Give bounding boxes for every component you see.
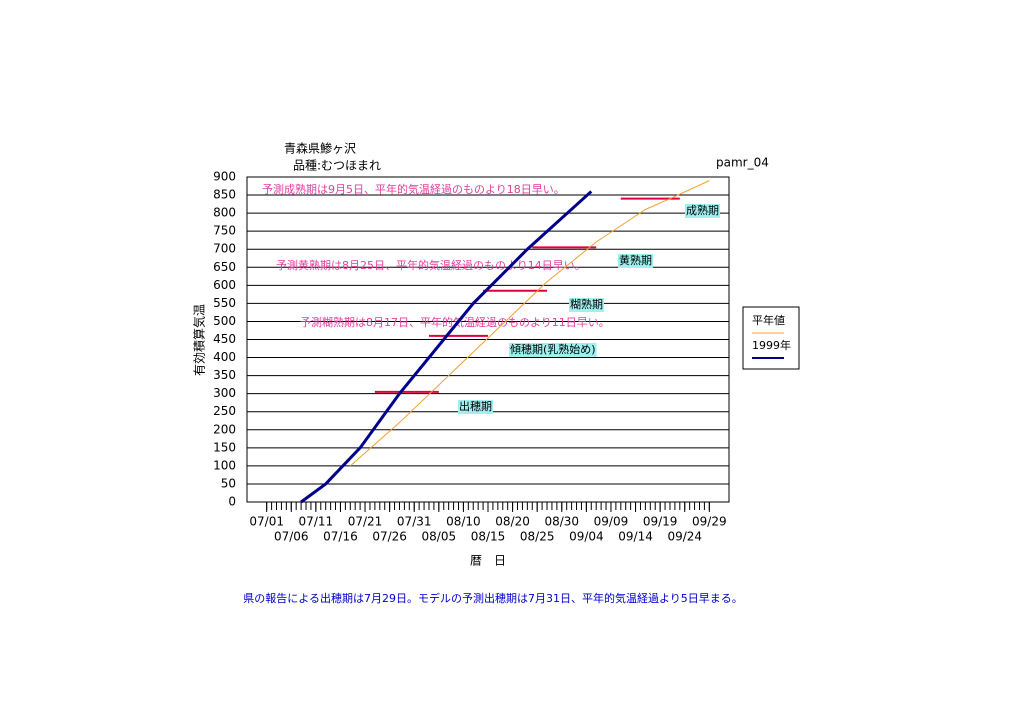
chart-title: 青森県鯵ヶ沢 (284, 141, 356, 156)
y-tick-label: 200 (213, 422, 236, 436)
x-tick-label: 07/16 (323, 530, 358, 544)
stage-label: 糊熟期 (570, 297, 603, 311)
y-tick-label: 450 (213, 332, 236, 346)
x-tick-label: 07/21 (348, 515, 383, 529)
x-tick-label: 09/14 (618, 530, 653, 544)
prediction-note: 予測糊熟期は8月17日、平年的気温経過のものより11日早い。 (300, 315, 610, 329)
x-tick-label: 09/29 (692, 515, 727, 529)
y-tick-label: 150 (213, 440, 236, 454)
x-tick-label: 07/26 (372, 530, 407, 544)
y-tick-label: 250 (213, 404, 236, 418)
y-tick-label: 700 (213, 242, 236, 256)
x-tick-label: 08/30 (544, 515, 579, 529)
stage-label: 成熟期 (686, 203, 719, 217)
y-tick-label: 400 (213, 350, 236, 364)
y-tick-label: 50 (221, 476, 236, 490)
y-tick-label: 550 (213, 296, 236, 310)
x-tick-label: 07/11 (299, 515, 334, 529)
x-tick-label: 07/31 (397, 515, 432, 529)
x-tick-label: 09/19 (643, 515, 678, 529)
y-tick-label: 850 (213, 188, 236, 202)
y-tick-label: 100 (213, 458, 236, 472)
stage-label: 黄熟期 (619, 253, 652, 267)
x-tick-label: 09/24 (667, 530, 702, 544)
series-line (300, 190, 593, 504)
y-tick-label: 350 (213, 368, 236, 382)
x-tick-label: 09/09 (594, 515, 629, 529)
y-tick-label: 500 (213, 314, 236, 328)
x-tick-label: 08/05 (422, 530, 457, 544)
stage-label-bg (569, 298, 604, 312)
y-tick-label: 300 (213, 386, 236, 400)
stage-label: 傾穂期(乳熟始め) (510, 342, 596, 356)
prediction-note: 予測黄熟期は8月25日、平年的気温経過のものより14日早い。 (276, 258, 586, 272)
x-tick-label: 07/01 (249, 515, 284, 529)
legend-label: 1999年 (752, 338, 791, 352)
x-tick-label: 09/04 (569, 530, 604, 544)
x-tick-label: 08/10 (446, 515, 481, 529)
x-tick-label: 07/06 (274, 530, 309, 544)
stage-label-bg (458, 400, 493, 414)
x-tick-label: 08/25 (520, 530, 555, 544)
prediction-note: 予測成熟期は9月5日、平年的気温経過のものより18日早い。 (262, 182, 565, 196)
y-tick-label: 750 (213, 224, 236, 238)
y-axis-label: 有効積算気温 (192, 304, 207, 376)
x-tick-label: 08/15 (471, 530, 506, 544)
x-tick-label: 08/20 (495, 515, 530, 529)
y-tick-label: 600 (213, 278, 236, 292)
y-tick-label: 650 (213, 260, 236, 274)
y-tick-label: 800 (213, 206, 236, 220)
legend-label: 平年値 (752, 313, 785, 327)
stage-label-bg (685, 204, 720, 218)
chart-subtitle: 品種:むつほまれ (293, 159, 381, 173)
stage-label-bg (618, 254, 653, 268)
stage-label: 出穂期 (459, 399, 492, 413)
series-line (349, 180, 710, 467)
x-axis-label: 暦 日 (470, 554, 506, 568)
footnote: 県の報告による出穂期は7月29日。モデルの予測出穂期は7月31日、平年的気温経過… (243, 591, 742, 605)
y-tick-label: 900 (213, 170, 236, 184)
stage-label-bg (509, 343, 597, 357)
y-tick-label: 0 (228, 495, 236, 509)
chart-code: pamr_04 (716, 156, 769, 170)
